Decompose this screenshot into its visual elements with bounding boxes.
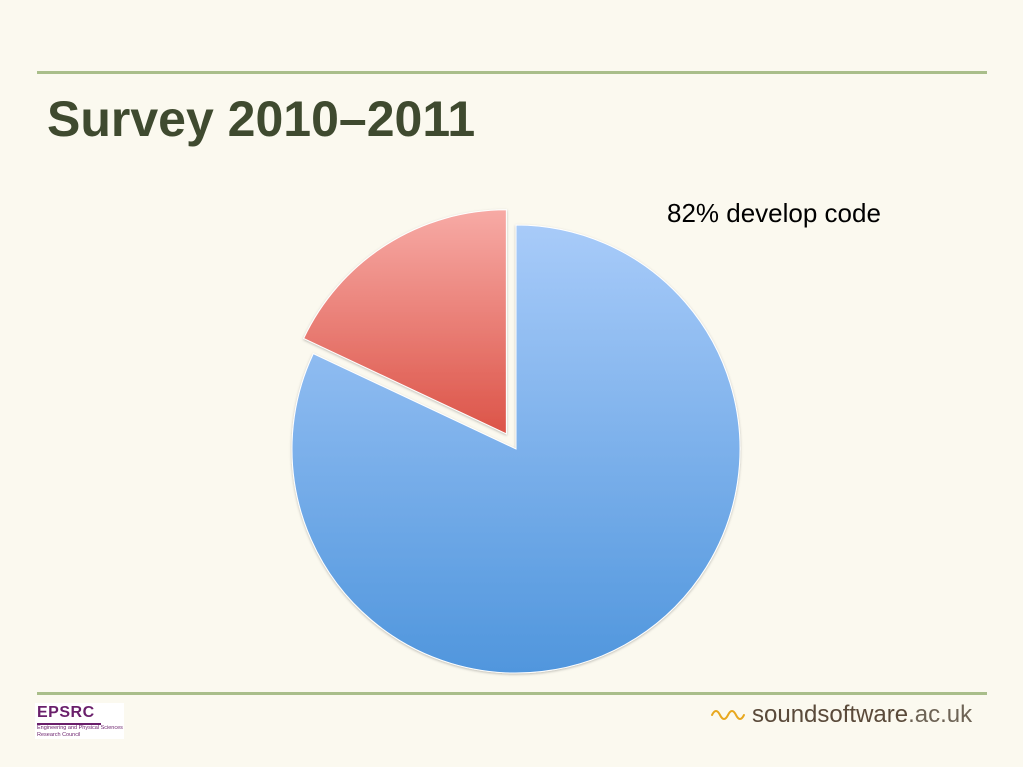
top-divider	[37, 71, 987, 74]
epsrc-logo-line2: Research Council	[37, 731, 81, 738]
epsrc-logo-line1: Engineering and Physical Sciences	[37, 725, 123, 731]
epsrc-logo-bar	[37, 723, 101, 725]
epsrc-logo: EPSRC Engineering and Physical Sciences …	[35, 703, 124, 739]
epsrc-logo-subtitle: Engineering and Physical Sciences Resear…	[37, 725, 123, 738]
wave-icon	[711, 710, 745, 720]
bottom-divider	[37, 692, 987, 695]
brand-domain: .ac.uk	[908, 701, 973, 728]
pie-slice-1	[291, 224, 741, 674]
slide-title: Survey 2010–2011	[47, 91, 476, 147]
epsrc-logo-name: EPSRC	[37, 704, 95, 721]
pie-slice-2	[303, 209, 507, 435]
brand-name: soundsoftware	[752, 701, 909, 728]
pie-annotation-label: 82% develop code	[667, 198, 881, 228]
soundsoftware-logo: soundsoftware .ac.uk	[710, 700, 972, 730]
